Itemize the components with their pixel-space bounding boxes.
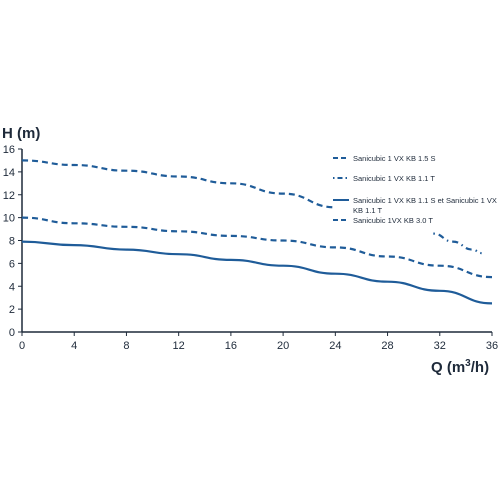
legend-label-4: Sanicubic 1VX KB 3.0 T <box>353 216 433 225</box>
y-axis-title: H (m) <box>2 125 40 142</box>
legend-label-3-line2: KB 1.1 T <box>353 206 382 215</box>
y-tick-label: 2 <box>9 304 15 316</box>
series-line-4 <box>21 216 493 279</box>
y-tick-label: 16 <box>3 144 15 156</box>
y-tick-label: 6 <box>9 258 15 270</box>
x-tick-label: 20 <box>277 340 289 352</box>
series-line-3 <box>21 240 493 305</box>
y-tick-label: 4 <box>9 281 15 293</box>
x-tick-label: 12 <box>173 340 185 352</box>
legend-label-2: Sanicubic 1 VX KB 1.1 T <box>353 174 435 183</box>
legend-label-3: Sanicubic 1 VX KB 1.1 S et Sanicubic 1 V… <box>353 196 499 215</box>
y-tick-label: 10 <box>3 213 15 225</box>
legend: Sanicubic 1 VX KB 1.5 S Sanicubic 1 VX K… <box>333 154 499 225</box>
legend-label-1: Sanicubic 1 VX KB 1.5 S <box>353 154 436 163</box>
x-tick-label: 0 <box>19 340 25 352</box>
x-tick-label: 8 <box>123 340 129 352</box>
y-tick-label: 0 <box>9 327 15 339</box>
x-tick-label: 28 <box>381 340 393 352</box>
series-line-2 <box>433 232 482 255</box>
x-axis-title: Q (m3/h) <box>431 358 489 376</box>
y-tick-label: 8 <box>9 236 15 248</box>
x-tick-label: 36 <box>486 340 498 352</box>
x-tick-label: 32 <box>434 340 446 352</box>
x-tick-label: 24 <box>329 340 341 352</box>
legend-label-3-line1: Sanicubic 1 VX KB 1.1 S et Sanicubic 1 V… <box>353 196 497 205</box>
y-tick-label: 12 <box>3 190 15 202</box>
series-line-1 <box>21 159 336 209</box>
x-tick-label: 16 <box>225 340 237 352</box>
x-tick-label: 4 <box>71 340 77 352</box>
y-tick-label: 14 <box>3 167 15 179</box>
